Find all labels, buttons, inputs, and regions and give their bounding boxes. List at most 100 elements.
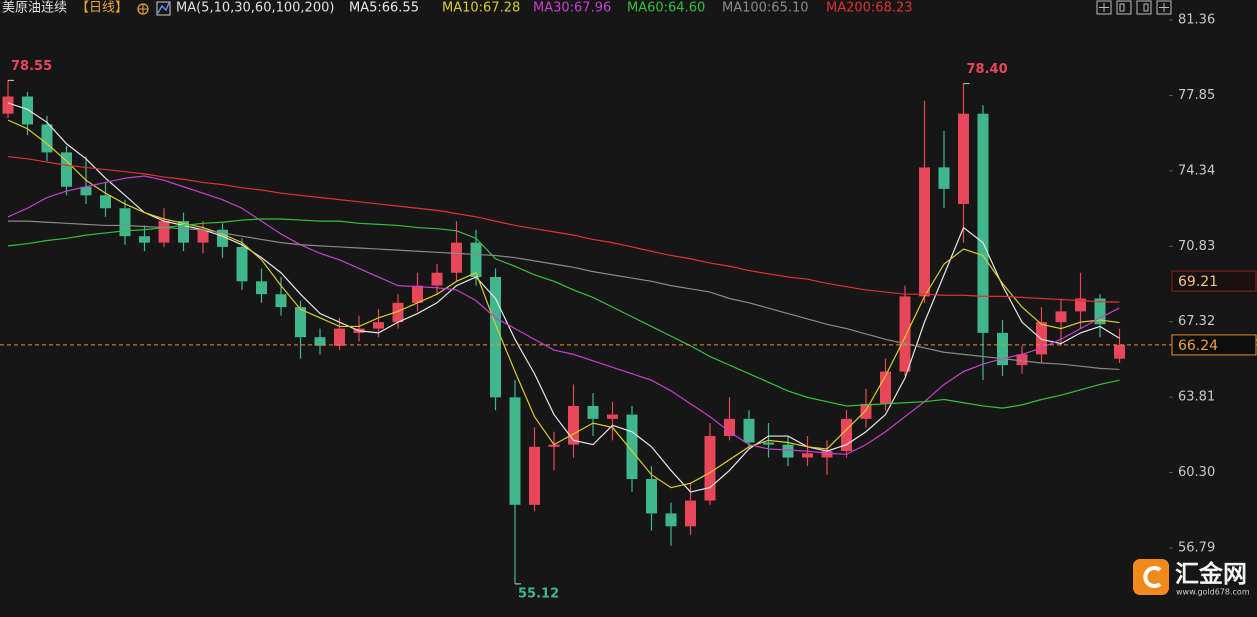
watermark-url: www.gold678.com xyxy=(1176,588,1250,597)
tool-button[interactable] xyxy=(1116,0,1132,15)
candle-body xyxy=(217,229,228,247)
indicator: MA(5,10,30,60,100,200) xyxy=(176,1,334,16)
candle-body xyxy=(977,113,989,333)
ma-line xyxy=(7,119,1120,489)
header: 美原油连续 【日线】 MA(5,10,30,60,100,200) MA5:66… xyxy=(2,0,913,16)
candle-body xyxy=(587,405,599,419)
price-tag-box xyxy=(1171,334,1257,356)
plot-area: 81.36 77.85 74.34 70.83 67.32 63.81 60.30 56.79… xyxy=(2,12,1215,601)
candle-body xyxy=(178,221,189,243)
candle-body xyxy=(119,208,131,237)
annotation: 55.12 xyxy=(518,586,559,601)
candle-body xyxy=(821,451,833,458)
y-tick-label: 56.79 xyxy=(1178,541,1215,556)
legend-item: MA200:68.23 xyxy=(826,1,913,16)
candle-body xyxy=(490,277,501,398)
candle-body xyxy=(412,285,423,303)
ma-line xyxy=(7,218,1120,409)
candle-body xyxy=(899,296,911,372)
candle-body xyxy=(41,124,53,153)
price-tag: 69.21 xyxy=(1178,274,1218,290)
add-icon[interactable] xyxy=(137,3,149,15)
candle-body xyxy=(646,479,657,514)
legend-item: MA5:66.55 xyxy=(349,1,419,16)
candle-body xyxy=(451,242,462,273)
period: 【日线】 xyxy=(76,1,128,16)
candle-body xyxy=(1016,354,1028,366)
y-tick-label: 63.81 xyxy=(1178,390,1215,405)
watermark-name: 汇金网 xyxy=(1175,560,1247,588)
candle-body xyxy=(860,403,872,419)
candle-body xyxy=(1075,298,1086,312)
candle-body xyxy=(1114,344,1125,359)
candle-body xyxy=(334,328,345,346)
candle-body xyxy=(314,337,326,346)
candle-body xyxy=(1094,298,1106,325)
candle-body xyxy=(841,418,852,452)
y-tick-label: 81.36 xyxy=(1178,12,1215,27)
candle-body xyxy=(100,195,111,209)
candle-body xyxy=(373,322,384,329)
candle-body xyxy=(431,272,443,286)
candle-body xyxy=(295,307,306,338)
candle-body xyxy=(743,418,755,443)
annotation: 78.40 xyxy=(967,62,1008,77)
candle-body xyxy=(2,96,14,114)
tool-button[interactable] xyxy=(1156,0,1172,15)
y-tick-label: 70.83 xyxy=(1178,239,1215,254)
price-tag-box xyxy=(1171,270,1257,292)
annotation: 78.55 xyxy=(11,59,52,74)
ma-line xyxy=(8,220,1120,371)
candle-body xyxy=(626,414,638,480)
candle-body xyxy=(275,294,287,308)
candle-body xyxy=(548,444,560,447)
candle-body xyxy=(958,113,969,204)
candle-body xyxy=(938,167,950,189)
candle-body xyxy=(22,96,33,125)
candle-body xyxy=(80,186,92,196)
candle-body xyxy=(685,500,696,527)
logo xyxy=(1133,559,1169,595)
tool-button[interactable] xyxy=(1096,0,1112,15)
candle-body xyxy=(665,513,677,527)
candle-body xyxy=(61,152,72,187)
candle-body xyxy=(763,442,774,445)
candle-body xyxy=(197,229,209,243)
candle-body xyxy=(782,444,794,458)
candle-body xyxy=(256,281,267,295)
candle-body xyxy=(880,371,891,404)
candle-body xyxy=(607,414,618,419)
candle-body xyxy=(997,332,1008,366)
candle-body xyxy=(724,418,735,437)
legend-item: MA60:64.60 xyxy=(627,1,705,16)
legend-item: MA30:67.96 xyxy=(533,1,611,16)
candle-body xyxy=(919,167,930,297)
logo-mark xyxy=(1143,566,1162,588)
toolbar xyxy=(1096,0,1172,15)
y-tick-label: 60.30 xyxy=(1178,465,1215,480)
y-tick-label: 77.85 xyxy=(1178,88,1215,103)
candle-body xyxy=(529,446,540,505)
candle-body xyxy=(236,246,248,282)
y-tick-label: 74.34 xyxy=(1178,163,1215,178)
ma-line xyxy=(7,102,1120,493)
candle-body xyxy=(139,236,150,243)
tool-button[interactable] xyxy=(1136,0,1152,15)
legend-item: MA100:65.10 xyxy=(722,1,809,16)
candle-body xyxy=(802,453,813,458)
candle-body xyxy=(568,405,579,445)
legend-item: MA10:67.28 xyxy=(442,1,520,16)
ma-line xyxy=(7,175,1120,455)
candle-body xyxy=(704,436,716,501)
ma-line xyxy=(7,156,1120,303)
indicator-icon[interactable] xyxy=(156,1,171,16)
candle-body xyxy=(392,302,404,323)
candle-body xyxy=(470,242,482,278)
watermark: 汇金网 www.gold678.com xyxy=(1133,559,1250,597)
chart-title: 美原油连续 xyxy=(2,0,67,16)
candle-body xyxy=(509,397,521,505)
price-tag: 66.24 xyxy=(1178,338,1218,354)
candle-body xyxy=(158,221,170,243)
y-tick-label: 67.32 xyxy=(1178,314,1215,329)
candle-body xyxy=(1055,311,1067,323)
